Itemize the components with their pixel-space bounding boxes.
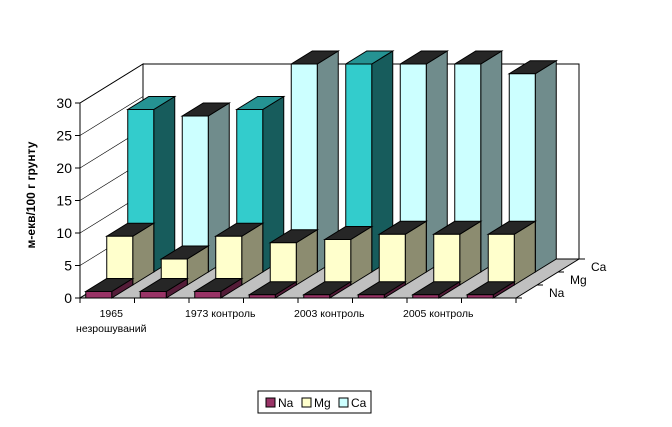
y-tick-label: 30 — [56, 95, 72, 111]
legend: Na Mg Ca — [257, 390, 372, 414]
bar-mg-7-front — [487, 233, 515, 286]
bar-na-2 — [192, 277, 244, 299]
bar-na-3-front — [248, 294, 276, 299]
y-tick-label: 25 — [56, 128, 72, 144]
bar-na-3 — [247, 280, 299, 299]
y-wall-line — [79, 63, 144, 104]
bar-na-4 — [301, 280, 353, 299]
bar-mg-5 — [377, 220, 429, 286]
legend-label-ca: Ca — [351, 396, 367, 410]
bar-ca-0-side — [153, 95, 176, 273]
bar-na-0 — [83, 277, 135, 299]
bar-na-4-front — [303, 294, 331, 299]
bar-ca-7-side — [534, 59, 557, 273]
bar-na-1-front — [139, 291, 167, 299]
chart-bars — [83, 50, 559, 299]
y-tick-label: 10 — [56, 225, 72, 241]
bar-mg-4-front — [324, 239, 352, 286]
bar-mg-4 — [322, 225, 374, 286]
chart-labels: 0 5 10 15 20 25 30 1965 незрошуваний 1973 контрол… — [24, 95, 607, 335]
x-tick-label: незрошуваний — [76, 323, 147, 335]
bar-na-5 — [356, 280, 408, 299]
bar-mg-3 — [268, 228, 320, 286]
bar-na-5-front — [357, 294, 385, 299]
bar-mg-7 — [486, 220, 538, 286]
bar-mg-6 — [431, 220, 483, 286]
bar-mg-3-front — [269, 242, 297, 286]
bar-ca-3 — [289, 50, 341, 273]
bar-na-1 — [138, 277, 190, 299]
y-tick-label: 15 — [56, 193, 72, 209]
y-tick-label: 20 — [56, 160, 72, 176]
bar-na-0-front — [85, 291, 113, 299]
bar-na-6 — [410, 280, 462, 299]
z-tick-label: Ca — [591, 260, 607, 274]
y-axis-title: м-екв/100 г грунту — [24, 141, 38, 248]
bar-mg-5-front — [378, 233, 406, 286]
legend-label-na: Na — [278, 396, 294, 410]
legend-swatch-ca — [338, 397, 349, 408]
x-tick-label: 1965 — [100, 308, 124, 320]
y-tick-label: 0 — [64, 290, 72, 306]
legend-swatch-na — [265, 397, 276, 408]
bar-mg-2-front — [215, 235, 243, 286]
bar-mg-2 — [213, 222, 265, 286]
bar-na-7 — [465, 280, 517, 299]
bar-mg-0-front — [106, 235, 134, 286]
legend-swatch-mg — [301, 397, 312, 408]
bar-ca-4 — [343, 50, 395, 273]
y-wall-line — [79, 96, 144, 136]
bar-mg-0 — [104, 222, 156, 286]
bar-na-2-front — [194, 291, 222, 299]
y-tick-label: 5 — [64, 258, 72, 274]
z-tick-label: Mg — [570, 273, 587, 287]
legend-label-mg: Mg — [314, 396, 331, 410]
x-tick-label: 2003 контроль — [294, 308, 365, 320]
z-tick-label: Na — [549, 286, 565, 300]
bar-mg-6-front — [433, 233, 461, 286]
bar-na-6-front — [412, 294, 440, 299]
x-tick-label: 1973 контроль — [185, 308, 256, 320]
x-tick-label: 2005 контроль — [403, 308, 474, 320]
bar-na-7-front — [466, 294, 494, 299]
